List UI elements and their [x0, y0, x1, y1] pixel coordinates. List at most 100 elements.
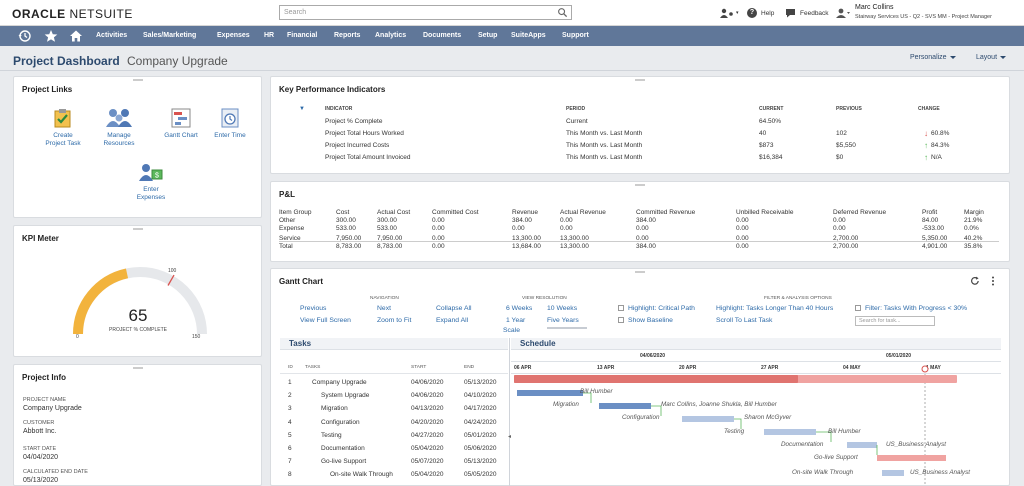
kpi-current: 40 [759, 130, 767, 137]
task-name[interactable]: Migration [321, 405, 348, 412]
gauge-mark-label: 100 [168, 268, 177, 274]
enter-expenses-link[interactable]: $ Enter Expenses [128, 161, 174, 202]
show-baseline-toggle[interactable]: Show Baseline [618, 317, 673, 324]
netsuite-logo[interactable]: ORACLE NETSUITE [12, 7, 133, 21]
pl-cell: 0.00 [512, 225, 525, 232]
user-name[interactable]: Marc Collins [855, 4, 894, 11]
drag-handle-icon[interactable] [635, 79, 645, 81]
task-name[interactable]: Go-live Support [321, 458, 367, 465]
nav-activities[interactable]: Activities [96, 32, 128, 39]
gantt-bar-migration[interactable] [599, 403, 651, 409]
kpi-change: N/A [931, 154, 942, 161]
customer-label: CUSTOMER [23, 420, 55, 426]
drag-handle-icon[interactable] [132, 79, 143, 81]
manage-resources-link[interactable]: Manage Resources [96, 107, 142, 148]
refresh-icon[interactable] [970, 276, 980, 286]
gantt-chart-link[interactable]: Gantt Chart [156, 107, 206, 140]
search-icon[interactable] [557, 7, 568, 18]
more-options-icon[interactable] [990, 276, 996, 286]
divider [511, 361, 1001, 362]
drag-handle-icon[interactable] [132, 228, 143, 230]
checkbox[interactable] [618, 305, 624, 311]
drag-handle-icon[interactable] [635, 271, 645, 273]
recent-records-button[interactable]: ▾ [720, 8, 739, 18]
dependency-links [583, 392, 878, 455]
personalize-button[interactable]: Personalize [910, 54, 956, 61]
pl-cell: 8,783.00 [336, 243, 362, 250]
gantt-bar-documentation[interactable] [847, 442, 877, 448]
nav-analytics[interactable]: Analytics [375, 32, 407, 39]
previous-button[interactable]: Previous [300, 305, 327, 312]
drag-handle-icon[interactable] [635, 184, 645, 186]
resolution-10-weeks[interactable]: 10 Weeks [547, 305, 578, 312]
layout-button[interactable]: Layout [976, 54, 1007, 61]
next-button[interactable]: Next [377, 305, 391, 312]
global-search-input[interactable]: Search [279, 5, 572, 20]
expand-all-button[interactable]: Expand All [436, 317, 469, 324]
nav-financial[interactable]: Financial [287, 32, 318, 39]
pl-cell: 0.00 [833, 225, 846, 232]
gantt-bar-configuration[interactable] [682, 416, 734, 422]
collapse-all-button[interactable]: Collapse All [436, 305, 472, 312]
view-full-screen-button[interactable]: View Full Screen [300, 317, 351, 324]
gantt-bar-testing[interactable] [764, 429, 816, 435]
help-button[interactable]: ? Help [747, 8, 774, 18]
nav-documents[interactable]: Documents [423, 32, 462, 39]
bar-label: Configuration [622, 414, 660, 421]
drag-handle-icon[interactable] [132, 367, 143, 369]
resolution-slider[interactable] [547, 327, 587, 329]
create-project-task-link[interactable]: Create Project Task [40, 107, 86, 148]
enter-time-link[interactable]: Enter Time [210, 107, 250, 140]
nav-support[interactable]: Support [562, 32, 589, 39]
pl-col-header: Margin [964, 209, 984, 216]
nav-suiteapps[interactable]: SuiteApps [511, 32, 546, 39]
highlight-critical-path-toggle[interactable]: Highlight: Critical Path [618, 305, 695, 312]
highlight-long-tasks-button[interactable]: Highlight: Tasks Longer Than 40 Hours [716, 305, 834, 312]
checkbox[interactable] [618, 317, 624, 323]
pl-cell: 0.00 [432, 243, 445, 250]
kpi-change: 84.3% [931, 142, 950, 149]
gantt-bar-go-live-support[interactable] [877, 455, 946, 461]
nav-hr[interactable]: HR [264, 32, 275, 39]
task-name[interactable]: Testing [321, 432, 342, 439]
kpi-indicator[interactable]: Project Incurred Costs [325, 142, 390, 149]
splitter-arrow-icon[interactable]: ◂ [508, 434, 512, 440]
kpi-period: This Month vs. Last Month [566, 154, 643, 161]
feedback-button[interactable]: Feedback [785, 8, 829, 18]
task-name[interactable]: Configuration [321, 419, 360, 426]
arrow-down-icon: ↓ [924, 129, 928, 138]
task-name[interactable]: Documentation [321, 445, 365, 452]
gantt-bar-system-upgrade[interactable] [517, 390, 583, 396]
home-icon[interactable] [69, 29, 83, 43]
star-icon[interactable] [44, 29, 58, 43]
user-role[interactable]: Stairway Services US - Q2 - SVS MM - Pro… [855, 14, 992, 20]
filter-progress-toggle[interactable]: Filter: Tasks With Progress < 30% [855, 305, 967, 312]
nav-reports[interactable]: Reports [334, 32, 361, 39]
search-task-input[interactable]: Search for task... [855, 316, 935, 326]
resolution-6-weeks[interactable]: 6 Weeks [506, 305, 533, 312]
recent-icon[interactable] [18, 29, 32, 43]
kpi-indicator[interactable]: Project % Complete [325, 118, 383, 125]
nav-sales-marketing[interactable]: Sales/Marketing [143, 32, 197, 39]
pl-col-header: Unbilled Receivable [736, 209, 794, 216]
task-name[interactable]: System Upgrade [321, 392, 370, 399]
scroll-to-last-task-button[interactable]: Scroll To Last Task [716, 317, 773, 324]
pl-cell: 7,950.00 [336, 235, 362, 242]
nav-expenses[interactable]: Expenses [217, 32, 250, 39]
kpi-indicator[interactable]: Project Total Hours Worked [325, 130, 404, 137]
task-name[interactable]: Company Upgrade [312, 379, 367, 386]
pl-cell: 0.00 [560, 217, 573, 224]
resolution-1-year[interactable]: 1 Year [506, 317, 526, 324]
pl-cell: 300.00 [336, 217, 356, 224]
collapse-toggle-icon[interactable]: ▼ [299, 106, 305, 112]
splitter-handle[interactable] [509, 338, 510, 486]
nav-setup[interactable]: Setup [478, 32, 498, 39]
zoom-to-fit-button[interactable]: Zoom to Fit [377, 317, 412, 324]
pl-portlet: P&L [270, 181, 1010, 262]
kpi-indicator[interactable]: Project Total Amount Invoiced [325, 154, 411, 161]
checkbox[interactable] [855, 305, 861, 311]
gantt-bar-onsite-walkthrough[interactable] [882, 470, 904, 476]
resolution-five-years[interactable]: Five Years [547, 317, 579, 324]
role-switch-icon[interactable] [836, 8, 850, 18]
task-name[interactable]: On-site Walk Through [330, 471, 393, 478]
